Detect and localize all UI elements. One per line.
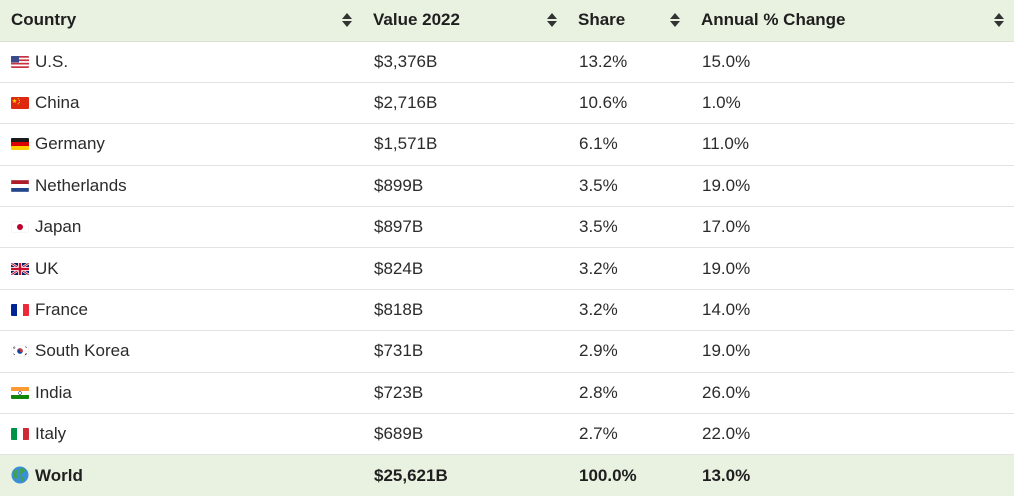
country-cell: World <box>0 455 362 496</box>
country-name: UK <box>35 258 59 278</box>
column-header-country[interactable]: Country <box>0 0 362 42</box>
country-name: Japan <box>35 217 82 237</box>
india-flag-icon <box>11 386 29 399</box>
country-cell: Italy <box>0 413 362 456</box>
change-cell: 15.0% <box>690 41 1014 83</box>
table-row: China $2,716B 10.6% 1.0% <box>0 82 1014 125</box>
country-name: World <box>35 465 83 485</box>
share-cell: 6.1% <box>567 123 690 166</box>
table-row: Italy $689B 2.7% 22.0% <box>0 413 1014 456</box>
country-name: Germany <box>35 134 105 154</box>
column-header-label: Annual % Change <box>701 10 846 30</box>
value-cell: $731B <box>362 330 567 373</box>
change-cell: 14.0% <box>690 289 1014 332</box>
country-name: China <box>35 93 80 113</box>
value-cell: $899B <box>362 165 567 208</box>
italy-flag-icon <box>11 428 29 441</box>
globe-icon <box>11 466 29 484</box>
netherlands-flag-icon <box>11 179 29 192</box>
table-row: Netherlands $899B 3.5% 19.0% <box>0 165 1014 208</box>
country-cell: China <box>0 82 362 125</box>
country-cell: India <box>0 372 362 415</box>
value-cell: $3,376B <box>362 41 567 83</box>
value-cell: $723B <box>362 372 567 415</box>
table-body: U.S. $3,376B 13.2% 15.0% China $2,716B 1… <box>0 41 1014 497</box>
share-cell: 2.7% <box>567 413 690 456</box>
table-header: Country Value 2022 Share Annual % Change <box>0 0 1014 42</box>
south-korea-flag-icon <box>11 345 29 358</box>
country-cell: France <box>0 289 362 332</box>
total-row: World $25,621B 100.0% 13.0% <box>0 454 1014 497</box>
country-name: Netherlands <box>35 175 127 195</box>
value-cell: $824B <box>362 247 567 290</box>
sort-icon[interactable] <box>547 12 557 28</box>
change-cell: 19.0% <box>690 247 1014 290</box>
sort-icon[interactable] <box>342 12 352 28</box>
change-cell: 17.0% <box>690 206 1014 249</box>
value-cell: $897B <box>362 206 567 249</box>
share-cell: 3.5% <box>567 165 690 208</box>
table-row: Japan $897B 3.5% 17.0% <box>0 206 1014 249</box>
germany-flag-icon <box>11 138 29 151</box>
column-header-label: Country <box>11 10 77 30</box>
sort-icon[interactable] <box>670 12 680 28</box>
value-cell: $2,716B <box>362 82 567 125</box>
header-row: Country Value 2022 Share Annual % Change <box>0 0 1014 42</box>
share-cell: 100.0% <box>579 465 637 485</box>
value-cell: $689B <box>362 413 567 456</box>
change-cell: 26.0% <box>690 372 1014 415</box>
value-cell: $25,621B <box>374 465 448 485</box>
change-cell: 22.0% <box>690 413 1014 456</box>
share-cell: 3.2% <box>567 247 690 290</box>
country-name: Italy <box>35 424 67 444</box>
change-cell: 19.0% <box>690 165 1014 208</box>
share-cell: 3.2% <box>567 289 690 332</box>
share-cell: 13.2% <box>567 41 690 83</box>
column-header-change[interactable]: Annual % Change <box>690 0 1014 42</box>
country-cell: U.S. <box>0 41 362 83</box>
country-name: South Korea <box>35 341 130 361</box>
change-cell: 19.0% <box>690 330 1014 373</box>
japan-flag-icon <box>11 221 29 234</box>
share-cell: 2.9% <box>567 330 690 373</box>
column-header-share[interactable]: Share <box>567 0 690 42</box>
change-cell: 1.0% <box>690 82 1014 125</box>
table-row: UK $824B 3.2% 19.0% <box>0 247 1014 290</box>
change-cell: 13.0% <box>702 465 751 485</box>
column-header-label: Value 2022 <box>373 10 460 30</box>
share-cell: 2.8% <box>567 372 690 415</box>
share-cell: 3.5% <box>567 206 690 249</box>
value-cell: $1,571B <box>362 123 567 166</box>
table-row: U.S. $3,376B 13.2% 15.0% <box>0 41 1014 83</box>
table-row: France $818B 3.2% 14.0% <box>0 289 1014 332</box>
sort-icon[interactable] <box>994 12 1004 28</box>
change-cell: 11.0% <box>690 123 1014 166</box>
share-cell: 10.6% <box>567 82 690 125</box>
us-flag-icon <box>11 55 29 68</box>
country-cell: UK <box>0 247 362 290</box>
column-header-label: Share <box>578 10 626 30</box>
country-cell: South Korea <box>0 330 362 373</box>
france-flag-icon <box>11 304 29 317</box>
table-row: Germany $1,571B 6.1% 11.0% <box>0 123 1014 166</box>
country-name: U.S. <box>35 51 69 71</box>
value-cell: $818B <box>362 289 567 332</box>
table-row: South Korea $731B 2.9% 19.0% <box>0 330 1014 373</box>
country-name: India <box>35 382 72 402</box>
country-cell: Netherlands <box>0 165 362 208</box>
uk-flag-icon <box>11 262 29 275</box>
china-flag-icon <box>11 97 29 110</box>
country-cell: Japan <box>0 206 362 249</box>
country-cell: Germany <box>0 123 362 166</box>
country-name: France <box>35 300 88 320</box>
column-header-value[interactable]: Value 2022 <box>362 0 567 42</box>
table-row: India $723B 2.8% 26.0% <box>0 372 1014 415</box>
